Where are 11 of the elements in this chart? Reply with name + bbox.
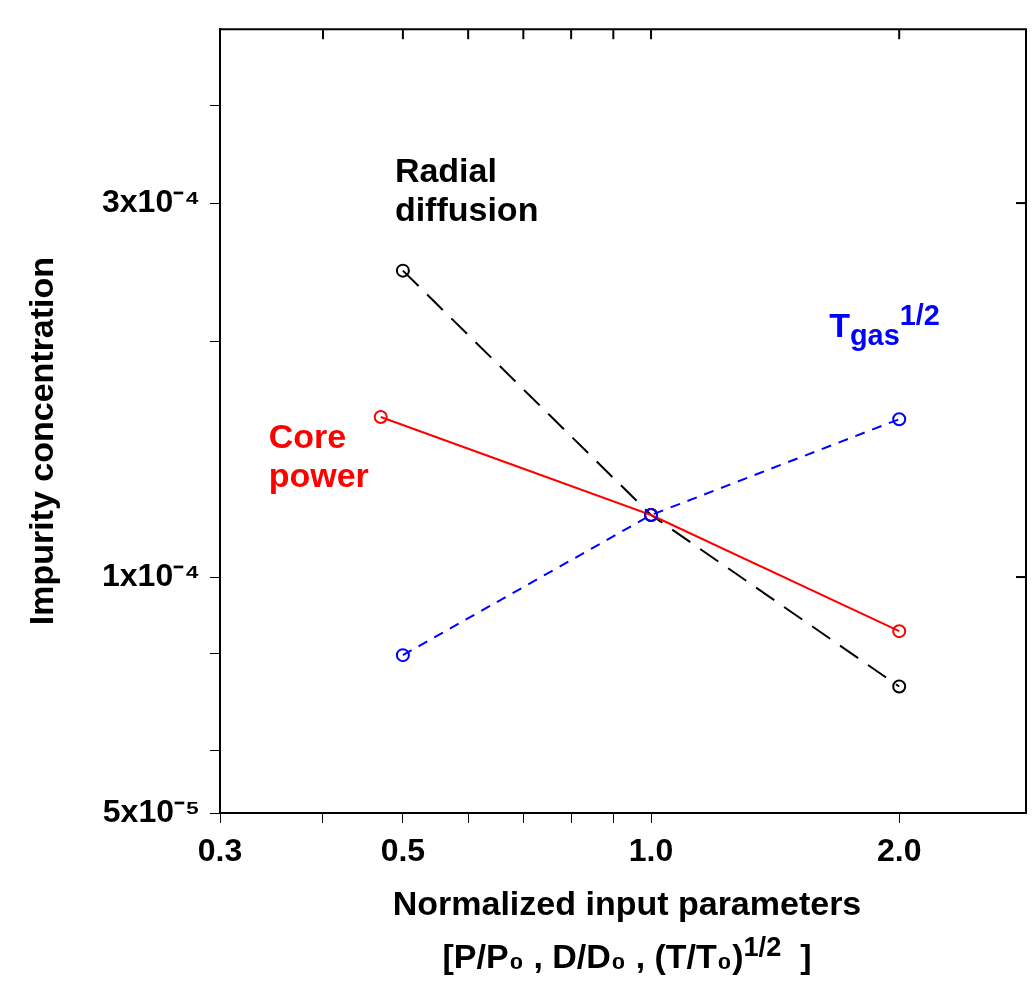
x-tick-label: 0.3 bbox=[197, 832, 243, 869]
x-axis-title: Normalized input parameters [P/P₀ , D/D₀ , (T/T₀)$^{1/2}$ ] bbox=[391, 883, 863, 977]
x-tick-label: 1.0 bbox=[628, 832, 674, 869]
series-label: Core power bbox=[268, 417, 369, 496]
y-tick-label: 3x10⁻⁴ bbox=[101, 182, 200, 219]
y-tick-label: 1x10⁻⁴ bbox=[101, 556, 200, 593]
y-axis-title: Impurity concentration bbox=[22, 256, 61, 626]
series-label: Radial diffusion bbox=[394, 150, 539, 229]
x-tick-label: 0.5 bbox=[380, 832, 426, 869]
y-tick-label: 5x10⁻⁵ bbox=[102, 792, 200, 829]
x-tick-label: 2.0 bbox=[876, 832, 922, 869]
